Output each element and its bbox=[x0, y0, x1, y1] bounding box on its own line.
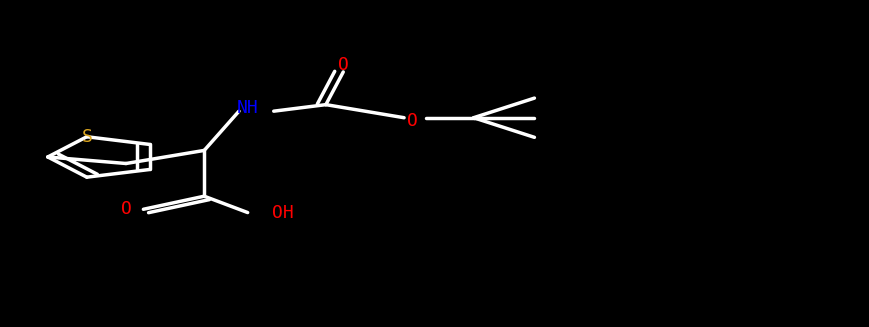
Text: OH: OH bbox=[271, 203, 294, 222]
Text: S: S bbox=[82, 128, 92, 146]
Text: NH: NH bbox=[236, 99, 259, 117]
Text: O: O bbox=[408, 112, 418, 130]
Text: O: O bbox=[121, 200, 131, 218]
Text: O: O bbox=[338, 56, 348, 75]
